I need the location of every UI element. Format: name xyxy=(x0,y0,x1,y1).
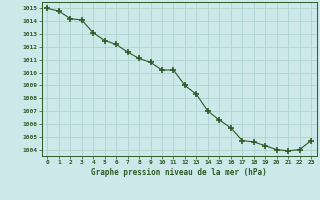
X-axis label: Graphe pression niveau de la mer (hPa): Graphe pression niveau de la mer (hPa) xyxy=(91,168,267,177)
